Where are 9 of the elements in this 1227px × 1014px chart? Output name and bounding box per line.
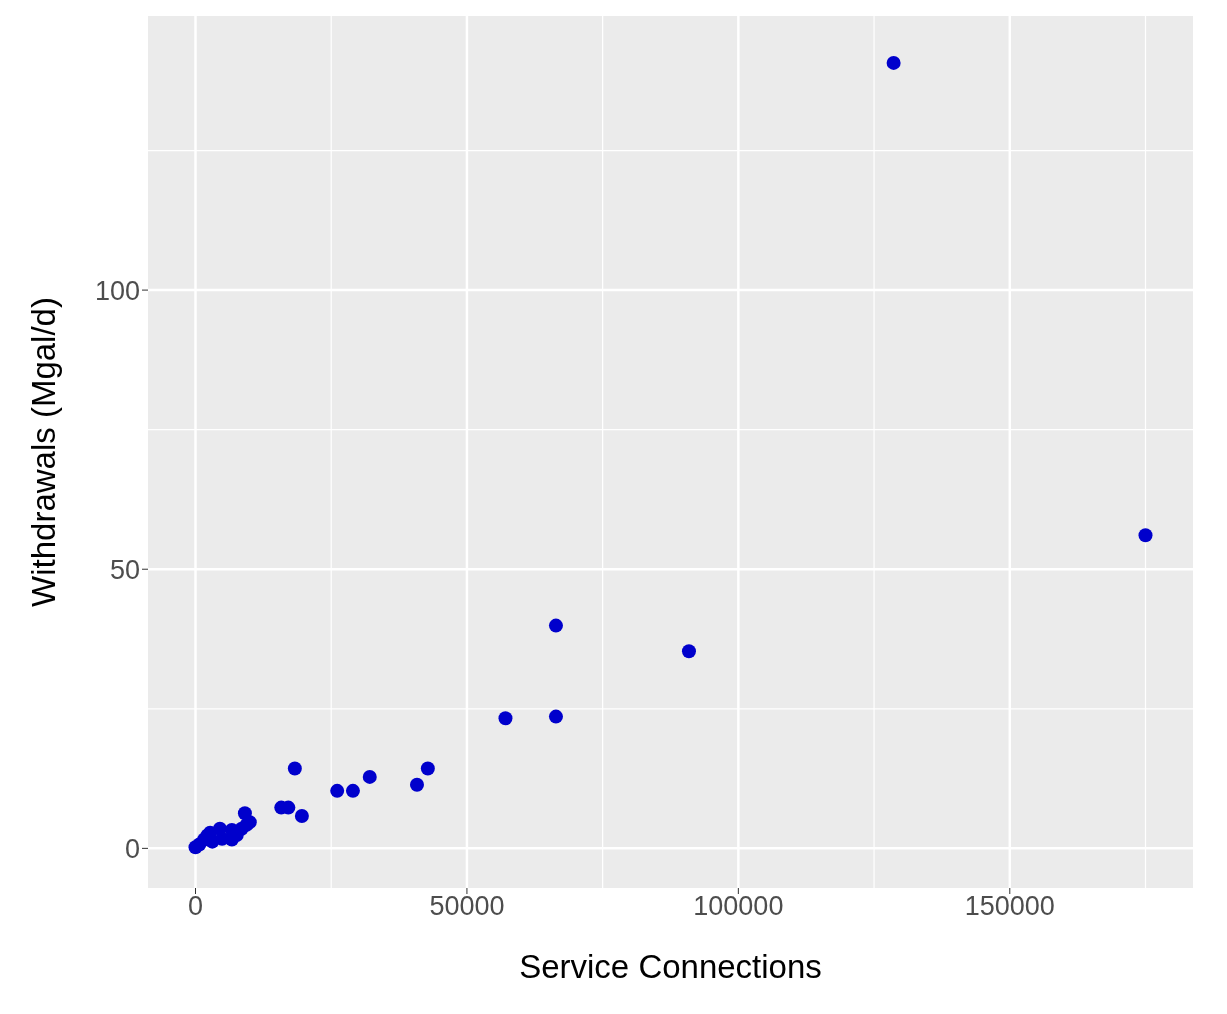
- x-axis-title: Service Connections: [519, 948, 822, 985]
- x-tick-label: 50000: [429, 891, 505, 922]
- y-axis-title: Withdrawals (Mgal/d): [24, 297, 62, 607]
- y-tick-label: 0: [124, 833, 140, 864]
- x-tick-label: 0: [187, 891, 204, 922]
- y-tick-label: 100: [94, 275, 140, 306]
- x-tick-label: 150000: [964, 891, 1055, 922]
- x-tick-label: 100000: [693, 891, 784, 922]
- y-tick-label: 50: [109, 554, 140, 585]
